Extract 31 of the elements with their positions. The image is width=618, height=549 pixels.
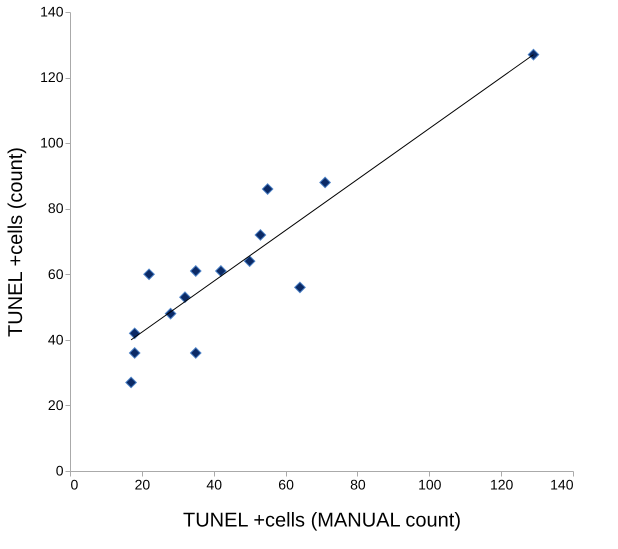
y-tick-label: 120 (40, 69, 64, 86)
y-tick-label: 80 (48, 200, 64, 216)
point (262, 183, 274, 195)
y-axis-title: TUNEL +cells (count) (5, 147, 28, 337)
y-tick-label: 140 (40, 4, 64, 20)
point (190, 265, 202, 277)
point (528, 48, 540, 60)
point (294, 282, 306, 294)
point (244, 255, 256, 267)
x-tick-label: 0 (70, 476, 78, 492)
point (215, 265, 227, 277)
x-tick-label: 60 (278, 476, 294, 492)
point (179, 291, 191, 303)
point (125, 376, 137, 388)
x-tick-label: 20 (134, 476, 150, 492)
x-tick-label: 40 (206, 476, 222, 492)
point (143, 268, 155, 280)
point (128, 347, 140, 359)
x-axis-title: TUNEL +cells (MANUAL count) (182, 510, 462, 532)
x-tick-label: 80 (350, 476, 366, 492)
y-tick-label: 60 (48, 266, 64, 282)
point (254, 229, 266, 241)
y-tick-label: 40 (48, 331, 64, 348)
point (190, 347, 202, 359)
y-tick-label: 20 (48, 396, 64, 413)
x-tick-label: 140 (550, 476, 574, 492)
x-tick-label: 120 (490, 476, 514, 492)
y-tick-label: 100 (40, 134, 64, 151)
x-tick-label: 100 (418, 476, 442, 492)
y-tick-label: 0 (56, 462, 64, 478)
point (319, 176, 331, 188)
